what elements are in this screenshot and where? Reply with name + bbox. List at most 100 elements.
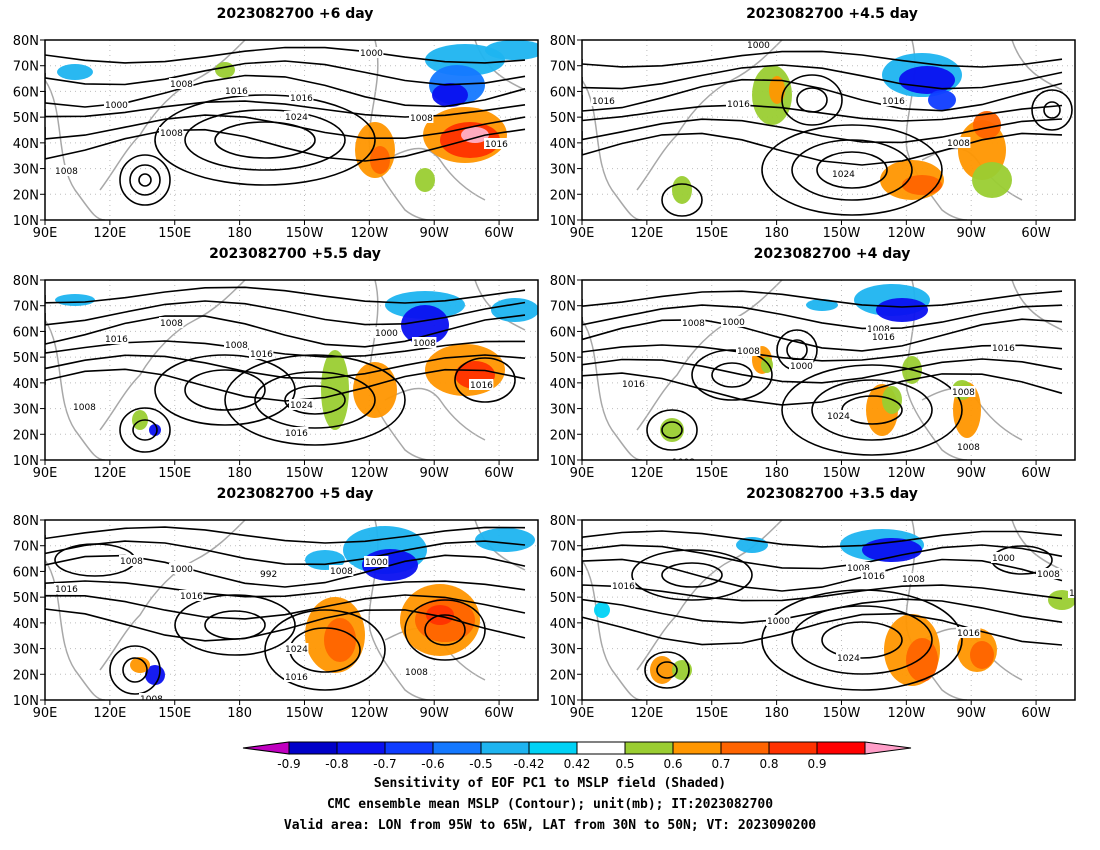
lon-tick-label: 60W — [1021, 226, 1051, 241]
contour-label: 10 — [1069, 589, 1081, 599]
contour-label-bg — [736, 345, 761, 356]
mslp-contour — [45, 286, 526, 304]
contour-label-bg — [159, 317, 184, 328]
map-frame — [581, 279, 1076, 461]
contour-label: 1016 — [290, 94, 313, 104]
contour-label-bg — [409, 112, 434, 123]
mslp-contour — [214, 121, 316, 159]
contour-label: 1016 — [485, 140, 508, 150]
lat-tick-label: 10N — [550, 694, 576, 709]
contour-label: 1008 — [405, 668, 428, 678]
lat-tick-label: 40N — [550, 377, 576, 392]
lon-tick-label: 120W — [888, 466, 926, 481]
contour-label: 1024 — [290, 401, 313, 411]
contour-label-bg — [374, 327, 399, 338]
contour-label: 1016 — [612, 582, 635, 592]
contour-label: 1008 — [170, 80, 193, 90]
contour-label-bg — [359, 47, 384, 58]
contour-label-bg — [1068, 587, 1075, 598]
contour-label-bg — [484, 138, 509, 149]
sensitivity-shade — [324, 618, 356, 662]
lon-tick-label: 120E — [93, 226, 126, 241]
mslp-contour — [119, 154, 171, 206]
contour-label-bg — [901, 573, 926, 584]
mslp-contour — [45, 354, 526, 380]
contour-label-bg — [104, 99, 129, 110]
contour-label: 1008 — [1037, 570, 1060, 580]
lat-tick-label: 40N — [550, 617, 576, 632]
caption-line-1: Sensitivity of EOF PC1 to MSLP field (Sh… — [373, 776, 727, 791]
map-panel: 1000 1008 1016 1000 1016 1024 1008 1008 1016 1008… — [13, 34, 539, 241]
lat-tick-label: 50N — [550, 591, 576, 606]
lat-tick-label: 70N — [13, 540, 39, 555]
contour-label-bg — [169, 563, 194, 574]
lon-tick-label: 150W — [823, 706, 861, 721]
contour-label: 1016 — [470, 381, 493, 391]
mslp-contour — [204, 610, 266, 640]
lon-tick-label: 90W — [957, 226, 987, 241]
mslp-contour — [45, 60, 526, 86]
lon-tick-label: 180 — [227, 466, 252, 481]
contour-label: 1016 — [882, 97, 905, 107]
colorbar-tick-label: -0.42 — [513, 757, 544, 771]
sensitivity-shade — [353, 362, 397, 418]
contour-label-bg — [224, 339, 249, 350]
mslp-contour — [154, 94, 376, 186]
colorbar-box — [672, 741, 722, 755]
contour-label-bg — [871, 331, 896, 342]
panel-title: 2023082700 +5.5 day — [209, 246, 381, 262]
lon-tick-label: 120E — [630, 706, 663, 721]
mslp-contour — [184, 109, 346, 171]
mslp-contour — [691, 349, 773, 401]
mslp-contour — [644, 651, 690, 689]
lon-tick-label: 180 — [227, 226, 252, 241]
mslp-contour — [224, 354, 406, 446]
contour-label-bg — [836, 652, 861, 663]
contour-label-bg — [404, 666, 429, 677]
contour-label-bg — [1036, 568, 1061, 579]
lon-tick-label: 90E — [570, 466, 595, 481]
sensitivity-shade — [672, 660, 692, 680]
lon-tick-label: 90W — [957, 706, 987, 721]
lat-tick-label: 20N — [550, 428, 576, 443]
contour-label-bg — [249, 348, 274, 359]
mslp-contour — [582, 372, 1063, 406]
lat-tick-label: 80N — [550, 274, 576, 289]
contour-label: 1016 — [992, 344, 1015, 354]
colorbar-tick-label: 0.5 — [615, 757, 634, 771]
lon-tick-label: 90W — [957, 466, 987, 481]
contour-label: 1000 — [375, 329, 398, 339]
lon-tick-label: 150W — [286, 226, 324, 241]
contour-label-bg — [881, 95, 906, 106]
map-panel: 1000 1016 1016 1016 1008 1024 80N 70N 60N 50N 40N 3… — [550, 34, 1076, 241]
contour-label: 1008 — [847, 564, 870, 574]
colorbar-box — [768, 741, 818, 755]
lon-tick-label: 60W — [1021, 466, 1051, 481]
contour-label: 1000 — [105, 101, 128, 111]
colorbar-arrow-low — [242, 741, 290, 755]
contour-label: 1000 — [747, 41, 770, 51]
lat-tick-label: 10N — [13, 694, 39, 709]
mslp-contour — [119, 407, 171, 453]
lat-tick-label: 20N — [13, 668, 39, 683]
colorbar-box — [288, 741, 338, 755]
contour-label: 1008 — [225, 341, 248, 351]
contour-label-bg — [329, 565, 354, 576]
sensitivity-shade — [485, 40, 538, 60]
colorbar-tick-label: -0.9 — [277, 757, 300, 771]
contour-label-bg — [789, 360, 814, 371]
lon-tick-label: 150W — [286, 466, 324, 481]
mslp-contour — [582, 64, 1063, 90]
lon-tick-label: 90E — [33, 466, 58, 481]
colorbar-tick-label: -0.6 — [421, 757, 444, 771]
colorbar-arrow-high — [864, 741, 912, 755]
sensitivity-shade — [973, 111, 1001, 139]
mslp-contour — [661, 183, 703, 217]
contour-label: 1016 — [862, 572, 885, 582]
mslp-contour — [796, 87, 828, 113]
mslp-contour — [454, 357, 516, 403]
lat-tick-label: 10N — [13, 454, 39, 469]
contour-label: 1008 — [73, 403, 96, 413]
